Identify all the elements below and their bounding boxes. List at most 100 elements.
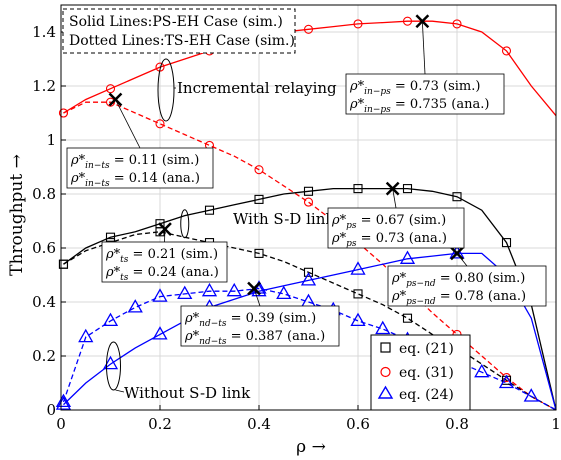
data-point-triangle (102, 355, 119, 370)
annotation-leader (392, 188, 397, 209)
ticks: 0 0.2 0.4 0.6 0.8 1 0 0.2 0.4 0.6 0.8 1 1.2 1.4 (32, 23, 561, 433)
data-point-triangle (177, 285, 193, 300)
data-point-circle (303, 24, 314, 34)
label-without-sd-link: Without S-D link (124, 384, 251, 402)
annotation-box: ρ*ts = 0.21 (sim.)ρ*ts = 0.24 (ana.) (101, 229, 228, 283)
annotation-text: ρ*ps = 0.73 (ana.) (331, 231, 447, 249)
data-point-triangle (152, 288, 168, 302)
legend-label-eq21: eq. (21) (399, 341, 454, 357)
annotation-text: ρ*in−ps = 0.735 (ana.) (349, 97, 489, 115)
y-tick-label: 0.6 (32, 239, 56, 257)
y-tick-label: 0.8 (32, 185, 56, 203)
incremental-ellipse (157, 58, 175, 122)
data-point-circle (501, 46, 512, 56)
data-point-triangle (78, 328, 94, 343)
data-point-square (58, 259, 69, 269)
data-point-square (452, 192, 462, 202)
data-point-triangle (127, 299, 143, 313)
label-with-sd-link: With S-D link (233, 210, 335, 228)
note-line-dotted: Dotted Lines:TS-EH Case (sim.) (69, 33, 295, 49)
data-point-triangle (226, 282, 242, 297)
data-point-triangle (201, 282, 218, 297)
data-point-circle (353, 19, 363, 29)
data-point-triangle (375, 320, 391, 335)
annotation-text: ρ*ps−nd = 0.78 (ana.) (391, 289, 526, 307)
data-point-circle (155, 119, 165, 129)
series-line (63, 187, 557, 411)
annotation-frame (387, 265, 547, 307)
annotation-leader (115, 99, 141, 149)
plot-frame (60, 4, 557, 411)
data-point-square (402, 313, 413, 323)
annotation-text: ρ*in−ps = 0.73 (sim.) (349, 79, 480, 97)
y-tick-label: 0 (46, 401, 56, 419)
data-point-triangle (300, 272, 317, 286)
data-point-circle (303, 197, 314, 207)
data-point-square (254, 248, 264, 258)
annotation-box: ρ*ps−nd = 0.80 (sim.)ρ*ps−nd = 0.78 (ana… (387, 253, 547, 307)
data-point-square (303, 186, 314, 196)
x-axis-label: ρ → (296, 437, 326, 457)
data-point-triangle (498, 374, 515, 389)
line-style-note: Solid Lines:PS-EH Case (sim.) Dotted Lin… (62, 8, 296, 54)
data-point-square (204, 205, 215, 215)
annotation-text: ρ*in−ts = 0.14 (ana.) (70, 171, 200, 189)
annotation-text: ρ*in−ts = 0.11 (sim.) (70, 153, 199, 171)
annotation-text: ρ*nd−ts = 0.387 (ana.) (184, 329, 325, 347)
group-ellipses (106, 58, 190, 393)
data-point-square (105, 232, 116, 242)
y-tick-label: 0.2 (32, 347, 56, 365)
data-point-square (353, 289, 363, 299)
data-point-triangle (276, 285, 292, 300)
legend-square-marker (380, 342, 391, 353)
annotation-frame (180, 305, 340, 347)
annotation-box: ρ*nd−ts = 0.39 (sim.)ρ*nd−ts = 0.387 (an… (180, 288, 340, 347)
data-point-circle (105, 84, 116, 94)
x-tick-label: 0 (56, 415, 66, 433)
data-point-triangle (523, 388, 539, 402)
legend: eq. (21) eq. (31) eq. (24) (370, 334, 471, 411)
data-point-triangle (350, 312, 366, 327)
annotation-text: ρ*nd−ts = 0.39 (sim.) (184, 311, 316, 329)
x-tick-label: 0.2 (148, 415, 172, 433)
data-point-circle (254, 165, 264, 175)
annotation-text: ρ*ps−nd = 0.80 (sim.) (391, 271, 525, 289)
legend-label-eq24: eq. (24) (399, 387, 454, 403)
y-tick-label: 0.4 (32, 293, 56, 311)
data-point-triangle (102, 312, 119, 327)
annotation-box: ρ*ps = 0.67 (sim.)ρ*ps = 0.73 (ana.) (327, 188, 465, 249)
y-tick-label: 1.2 (32, 77, 56, 95)
data-point-circle (402, 16, 413, 26)
x-tick-label: 0.4 (247, 415, 271, 433)
data-point-circle (452, 19, 462, 29)
annotation-box: ρ*in−ts = 0.11 (sim.)ρ*in−ts = 0.14 (ana… (66, 99, 214, 189)
x-mark-stroke (247, 281, 261, 296)
annotation-leader (456, 253, 468, 267)
data-point-square (501, 238, 512, 248)
data-point-square (402, 184, 413, 194)
x-tick-label: 0.8 (445, 415, 469, 433)
legend-item-eq24: eq. (24) (377, 385, 454, 403)
data-point-triangle (449, 245, 465, 259)
data-point-square (353, 184, 363, 194)
y-tick-label: 1.4 (32, 23, 56, 41)
data-point-square (303, 267, 314, 277)
annotation-frame (101, 241, 228, 283)
data-point-triangle (399, 250, 416, 264)
annotation-frame (327, 207, 465, 249)
optimal-x-mark (247, 281, 261, 296)
series-line (63, 20, 557, 117)
annotation-frame (66, 147, 214, 189)
legend-item-eq31: eq. (31) (380, 365, 454, 381)
legend-label-eq31: eq. (31) (399, 365, 454, 381)
series-line (62, 287, 557, 411)
data-point-circle (58, 108, 69, 118)
annotation-leader (421, 21, 426, 75)
note-line-solid: Solid Lines:PS-EH Case (sim.) (69, 14, 283, 30)
data-point-triangle (474, 363, 490, 378)
data-point-triangle (152, 326, 168, 340)
with-sd-ellipse (180, 209, 190, 239)
x-tick-label: 1 (551, 415, 561, 433)
data-point-triangle (350, 261, 366, 275)
annotation-leader (253, 288, 261, 307)
